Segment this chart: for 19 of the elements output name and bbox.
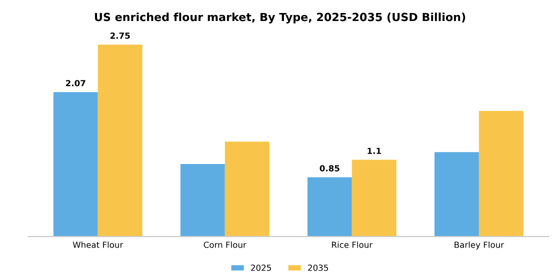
bar [352, 160, 396, 237]
chart-title: US enriched flour market, By Type, 2025-2035 (USD Billion) [94, 12, 466, 24]
x-tick-label: Wheat Flour [72, 241, 124, 248]
x-tick-label: Barley Flour [454, 241, 504, 250]
data-label: 2.07 [66, 80, 86, 86]
bar [434, 152, 479, 237]
data-label: 2.75 [110, 32, 130, 39]
data-label: 0.85 [320, 165, 340, 172]
data-label: 1.1 [368, 148, 381, 154]
bar [224, 142, 270, 237]
bar [180, 164, 225, 237]
bar [53, 92, 98, 237]
x-tick-label: Corn Flour [204, 241, 246, 248]
bar [307, 177, 352, 237]
x-tick-label: Rice Flour [332, 241, 373, 248]
legend-label: 2035 [308, 264, 328, 271]
legend-label: 2025 [251, 264, 271, 271]
bar [478, 110, 524, 237]
bar [98, 44, 142, 237]
